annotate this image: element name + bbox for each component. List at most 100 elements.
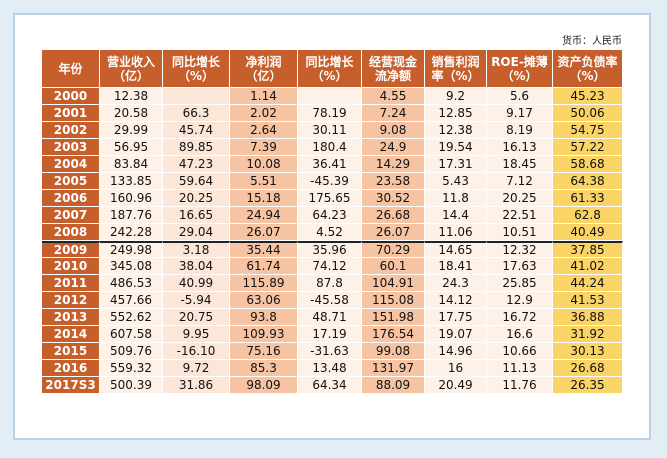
value-cell: 78.19 [298, 105, 362, 122]
value-cell: 59.64 [163, 173, 230, 190]
value-cell: 12.32 [487, 241, 553, 258]
value-cell: 187.76 [100, 207, 163, 224]
value-cell: 10.08 [230, 156, 298, 173]
value-cell: 19.54 [425, 139, 487, 156]
value-cell: 175.65 [298, 190, 362, 207]
value-cell: 5.51 [230, 173, 298, 190]
value-cell: 14.96 [425, 343, 487, 360]
value-cell: 19.07 [425, 326, 487, 343]
value-cell: 50.06 [553, 105, 623, 122]
value-cell: 41.53 [553, 292, 623, 309]
value-cell: 24.9 [362, 139, 425, 156]
year-cell: 2011 [42, 275, 100, 292]
value-cell: 85.3 [230, 360, 298, 377]
value-cell: 20.75 [163, 309, 230, 326]
header-text: （亿） [112, 68, 149, 83]
value-cell: 8.19 [487, 122, 553, 139]
header-text: 年份 [58, 61, 83, 76]
value-cell: 509.76 [100, 343, 163, 360]
year-cell: 2002 [42, 122, 100, 139]
value-cell: 12.85 [425, 105, 487, 122]
value-cell: 500.39 [100, 377, 163, 394]
value-cell: 2.64 [230, 122, 298, 139]
header-text: 率（%） [431, 68, 480, 83]
year-cell: 2012 [42, 292, 100, 309]
year-cell: 2013 [42, 309, 100, 326]
value-cell: 115.08 [362, 292, 425, 309]
value-cell: 14.65 [425, 241, 487, 258]
value-cell: -16.10 [163, 343, 230, 360]
value-cell: 3.18 [163, 241, 230, 258]
value-cell: 30.52 [362, 190, 425, 207]
value-cell: 552.62 [100, 309, 163, 326]
value-cell: 7.12 [487, 173, 553, 190]
value-cell: 115.89 [230, 275, 298, 292]
value-cell: 89.85 [163, 139, 230, 156]
value-cell: 40.49 [553, 224, 623, 241]
value-cell: 18.45 [487, 156, 553, 173]
year-cell: 2003 [42, 139, 100, 156]
value-cell: 9.72 [163, 360, 230, 377]
header-text: 销售利润 [431, 54, 480, 69]
value-cell: 57.22 [553, 139, 623, 156]
header-text: 同比增长 [171, 54, 220, 69]
value-cell: 12.38 [100, 88, 163, 105]
value-cell: 486.53 [100, 275, 163, 292]
value-cell: 11.06 [425, 224, 487, 241]
value-cell: 160.96 [100, 190, 163, 207]
value-cell: 17.63 [487, 258, 553, 275]
header-cell: 资产负债率 （%） [553, 50, 623, 88]
value-cell: 9.08 [362, 122, 425, 139]
value-cell: 20.25 [487, 190, 553, 207]
value-cell: -5.94 [163, 292, 230, 309]
value-cell: 26.35 [553, 377, 623, 394]
value-cell: -45.58 [298, 292, 362, 309]
value-cell: 26.68 [362, 207, 425, 224]
year-cell: 2016 [42, 360, 100, 377]
value-cell: 22.51 [487, 207, 553, 224]
value-cell: 29.99 [100, 122, 163, 139]
header-text: 营业收入 [106, 54, 155, 69]
value-cell: 45.74 [163, 122, 230, 139]
value-cell: 7.39 [230, 139, 298, 156]
header-cell: ROE-摊薄 （%） [487, 50, 553, 88]
value-cell: 2.02 [230, 105, 298, 122]
header-text: ROE-摊薄 [491, 54, 548, 69]
value-cell: 14.29 [362, 156, 425, 173]
value-cell: 131.97 [362, 360, 425, 377]
value-cell: 17.19 [298, 326, 362, 343]
value-cell [298, 88, 362, 105]
value-cell: 11.13 [487, 360, 553, 377]
value-cell: 26.07 [362, 224, 425, 241]
value-cell: 11.76 [487, 377, 553, 394]
header-text: 经营现金 [368, 54, 417, 69]
value-cell: 559.32 [100, 360, 163, 377]
value-cell: 176.54 [362, 326, 425, 343]
value-cell: 47.23 [163, 156, 230, 173]
value-cell: 35.44 [230, 241, 298, 258]
value-cell: 104.91 [362, 275, 425, 292]
value-cell: 99.08 [362, 343, 425, 360]
value-cell: 37.85 [553, 241, 623, 258]
value-cell: 54.75 [553, 122, 623, 139]
value-cell: 18.41 [425, 258, 487, 275]
unit-label: 货币：人民币 [562, 36, 622, 47]
year-cell: 2008 [42, 224, 100, 241]
value-cell: 10.66 [487, 343, 553, 360]
year-cell: 2015 [42, 343, 100, 360]
value-cell: 63.06 [230, 292, 298, 309]
value-cell: 345.08 [100, 258, 163, 275]
value-cell: 20.58 [100, 105, 163, 122]
value-cell: 40.99 [163, 275, 230, 292]
header-cell: 年份 [42, 50, 100, 88]
value-cell: 16.6 [487, 326, 553, 343]
value-cell: 74.12 [298, 258, 362, 275]
value-cell: 109.93 [230, 326, 298, 343]
value-cell: 25.85 [487, 275, 553, 292]
value-cell: 30.11 [298, 122, 362, 139]
value-cell: 36.41 [298, 156, 362, 173]
value-cell: 31.92 [553, 326, 623, 343]
value-cell: 31.86 [163, 377, 230, 394]
value-cell: 457.66 [100, 292, 163, 309]
value-cell: 60.1 [362, 258, 425, 275]
